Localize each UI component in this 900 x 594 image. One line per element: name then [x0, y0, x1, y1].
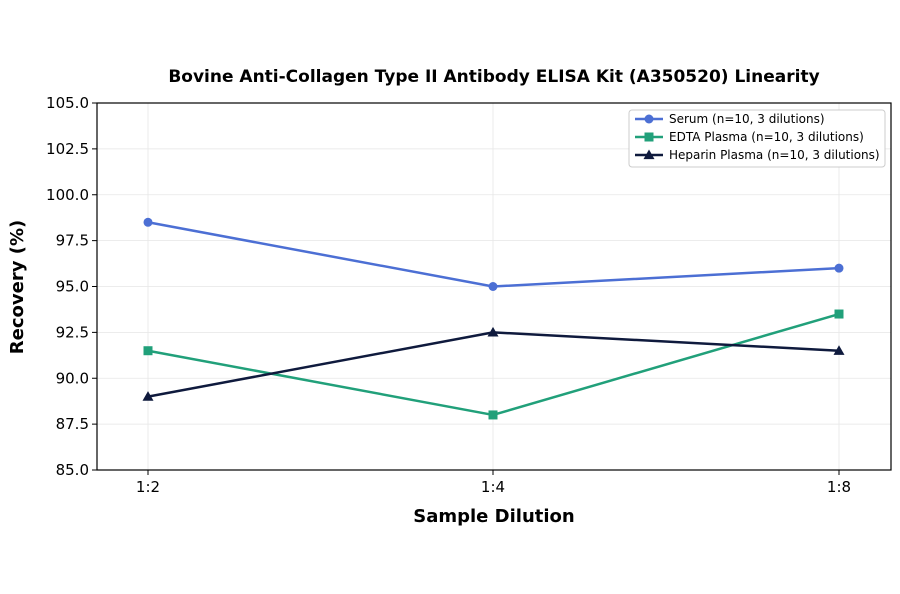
legend-marker	[644, 132, 654, 142]
y-tick-label: 95.0	[56, 278, 89, 296]
legend-item: Serum (n=10, 3 dilutions)	[635, 112, 825, 126]
series-0	[143, 217, 844, 291]
y-axis-label: Recovery (%)	[7, 220, 28, 354]
series-line	[147, 331, 840, 398]
legend-label: Serum (n=10, 3 dilutions)	[669, 112, 825, 126]
y-tick-label: 92.5	[56, 323, 89, 341]
legend-marker	[644, 114, 654, 124]
data-point	[143, 346, 153, 356]
legend: Serum (n=10, 3 dilutions) EDTA Plasma (n=…	[628, 109, 886, 168]
x-axis-label: Sample Dilution	[413, 506, 574, 527]
y-tick-label: 85.0	[56, 461, 89, 479]
legend-label: EDTA Plasma (n=10, 3 dilutions)	[669, 130, 864, 144]
chart-title: Bovine Anti-Collagen Type II Antibody EL…	[168, 67, 819, 87]
data-point	[488, 410, 498, 420]
series-line	[147, 221, 840, 288]
x-axis: 1:2 1:4 1:8	[136, 470, 851, 496]
data-point	[834, 263, 844, 273]
y-axis: 85.0 87.5 90.0 92.5 95.0 97.5 100.0 102.5 105.0	[46, 94, 97, 479]
y-tick-label: 90.0	[56, 369, 89, 387]
series-layer	[142, 217, 845, 420]
x-tick-label: 1:2	[136, 478, 160, 496]
x-tick-label: 1:4	[481, 478, 505, 496]
data-point	[834, 309, 844, 319]
y-tick-label: 87.5	[56, 415, 89, 433]
x-tick-label: 1:8	[827, 478, 851, 496]
data-point	[142, 391, 154, 401]
legend-item: EDTA Plasma (n=10, 3 dilutions)	[635, 130, 864, 144]
data-point	[487, 326, 499, 337]
y-tick-label: 102.5	[46, 140, 89, 158]
series-2	[142, 326, 845, 401]
y-tick-label: 97.5	[56, 232, 89, 250]
data-point	[488, 282, 498, 291]
data-point	[143, 217, 153, 227]
legend-item: Heparin Plasma (n=10, 3 dilutions)	[635, 148, 880, 162]
series-1	[143, 309, 844, 420]
y-tick-label: 105.0	[46, 94, 89, 112]
legend-marker	[643, 149, 655, 160]
legend-label: Heparin Plasma (n=10, 3 dilutions)	[669, 148, 880, 162]
data-point	[833, 345, 845, 355]
y-tick-label: 100.0	[46, 186, 89, 204]
legend-box	[628, 109, 886, 168]
